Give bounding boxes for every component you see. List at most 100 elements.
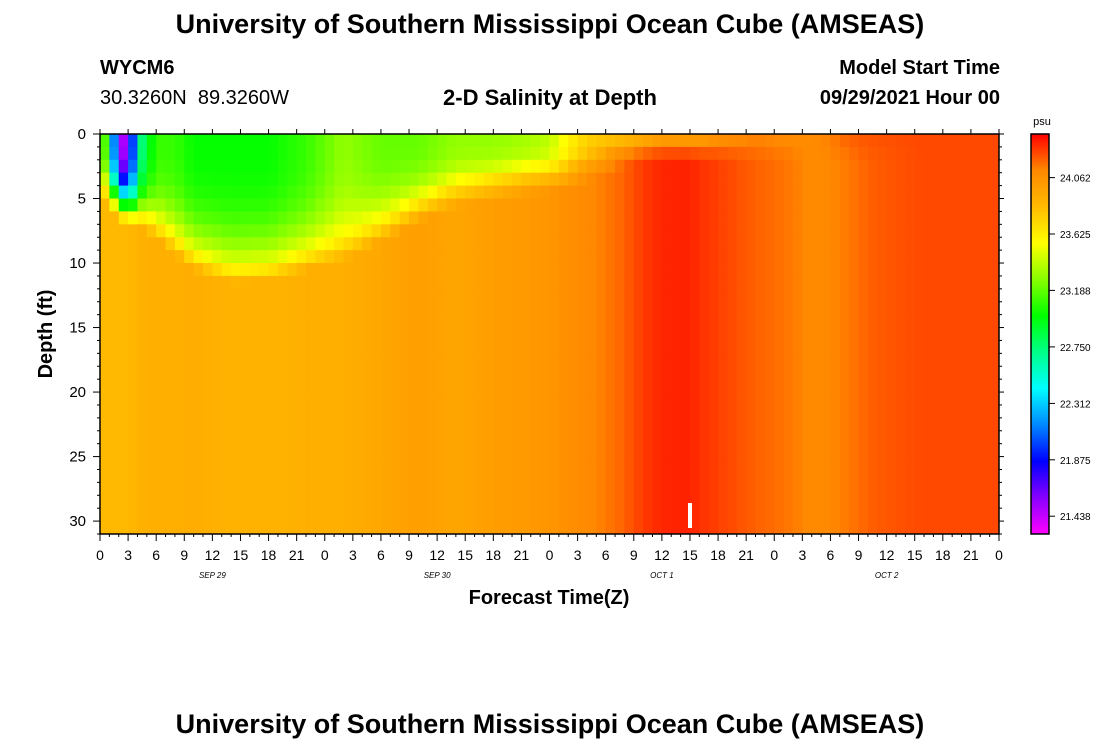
y-axis-label: Depth (ft): [35, 290, 57, 379]
model-start-value: 09/29/2021 Hour 00: [819, 87, 1000, 109]
heatmap-cell: [437, 353, 448, 393]
heatmap-cell: [774, 172, 785, 187]
heatmap-cell: [830, 456, 841, 534]
heatmap-cell: [512, 198, 522, 213]
heatmap-cell: [736, 275, 747, 290]
heatmap-cell: [530, 250, 541, 264]
heatmap-cell: [802, 250, 813, 264]
heatmap-cell: [718, 263, 729, 277]
heatmap-cell: [474, 392, 485, 458]
heatmap-cell: [633, 250, 644, 264]
heatmap-cell: [858, 237, 869, 251]
heatmap-cell: [371, 172, 382, 187]
heatmap-cell: [783, 392, 794, 458]
heatmap-cell: [942, 456, 953, 534]
heatmap-cell: [221, 237, 232, 251]
heatmap-cell: [821, 172, 832, 187]
heatmap-cell: [980, 353, 991, 393]
heatmap-cell: [287, 275, 298, 290]
heatmap-cell: [727, 288, 738, 316]
heatmap-cell: [427, 288, 438, 316]
heatmap-cell: [942, 263, 953, 277]
heatmap-cell: [661, 456, 672, 534]
heatmap-cell: [980, 134, 991, 148]
heatmap-cell: [221, 185, 232, 200]
heatmap-cell: [203, 456, 213, 534]
heatmap-cell: [100, 314, 110, 354]
heatmap-cell: [118, 185, 129, 200]
heatmap-cell: [277, 237, 288, 251]
heatmap-cell: [109, 134, 120, 148]
x-tick-label: 12: [429, 547, 445, 563]
heatmap-cell: [727, 198, 738, 213]
heatmap-cell: [746, 172, 757, 187]
heatmap-cell: [203, 392, 213, 458]
heatmap-cell: [942, 314, 953, 354]
heatmap-cell: [483, 172, 494, 187]
heatmap-cell: [502, 237, 513, 251]
heatmap-cell: [465, 237, 476, 251]
heatmap-cell: [802, 134, 813, 148]
heatmap-cell: [708, 314, 719, 354]
heatmap-cell: [886, 237, 897, 251]
heatmap-cell: [277, 456, 288, 534]
heatmap-cell: [774, 237, 785, 251]
heatmap-cell: [727, 146, 738, 161]
heatmap-cell: [268, 134, 279, 148]
heatmap-cell: [755, 353, 766, 393]
heatmap-cell: [736, 288, 747, 316]
heatmap-cell: [446, 456, 457, 534]
heatmap-cell: [530, 392, 541, 458]
heatmap-cell: [399, 250, 410, 264]
heatmap-cell: [961, 456, 972, 534]
heatmap-cell: [830, 288, 841, 316]
heatmap-cell: [380, 159, 391, 174]
heatmap-cell: [324, 353, 335, 393]
heatmap-cell: [502, 146, 513, 161]
heatmap-cell: [474, 288, 485, 316]
heatmap-cell: [577, 237, 588, 251]
heatmap-cell: [792, 159, 803, 174]
heatmap-cell: [952, 263, 963, 277]
heatmap-cell: [839, 159, 850, 174]
heatmap-cell: [586, 146, 597, 161]
heatmap-cell: [586, 237, 597, 251]
heatmap-cell: [830, 172, 841, 187]
heatmap-cell: [671, 392, 682, 458]
heatmap-cell: [437, 250, 448, 264]
heatmap-cell: [380, 288, 391, 316]
heatmap-cell: [605, 314, 616, 354]
heatmap-cell: [877, 456, 888, 534]
heatmap-cell: [362, 172, 373, 187]
heatmap-cell: [156, 134, 167, 148]
heatmap-cell: [774, 314, 785, 354]
heatmap-cell: [568, 172, 579, 187]
heatmap-cell: [409, 172, 419, 187]
heatmap-cell: [352, 456, 363, 534]
heatmap-cell: [100, 159, 110, 174]
heatmap-cell: [455, 185, 466, 200]
heatmap-cell: [268, 198, 279, 213]
heatmap-cell: [474, 159, 485, 174]
heatmap-cell: [811, 275, 822, 290]
heatmap-cell: [174, 250, 185, 264]
heatmap-cell: [184, 134, 195, 148]
heatmap-cell: [886, 159, 897, 174]
heatmap-cell: [315, 275, 326, 290]
heatmap-cell: [699, 353, 710, 393]
heatmap-cell: [970, 198, 981, 213]
heatmap-cell: [156, 159, 167, 174]
heatmap-cell: [877, 263, 888, 277]
heatmap-cell: [821, 159, 832, 174]
heatmap-cell: [774, 224, 785, 238]
heatmap-cell: [530, 263, 541, 277]
heatmap-cell: [315, 211, 326, 225]
heatmap-cell: [905, 172, 916, 187]
heatmap-cell: [680, 224, 691, 238]
heatmap-cell: [540, 275, 551, 290]
heatmap-cell: [156, 198, 167, 213]
heatmap-cell: [858, 159, 869, 174]
heatmap-cell: [933, 392, 944, 458]
heatmap-cell: [446, 185, 457, 200]
heatmap-cell: [277, 392, 288, 458]
